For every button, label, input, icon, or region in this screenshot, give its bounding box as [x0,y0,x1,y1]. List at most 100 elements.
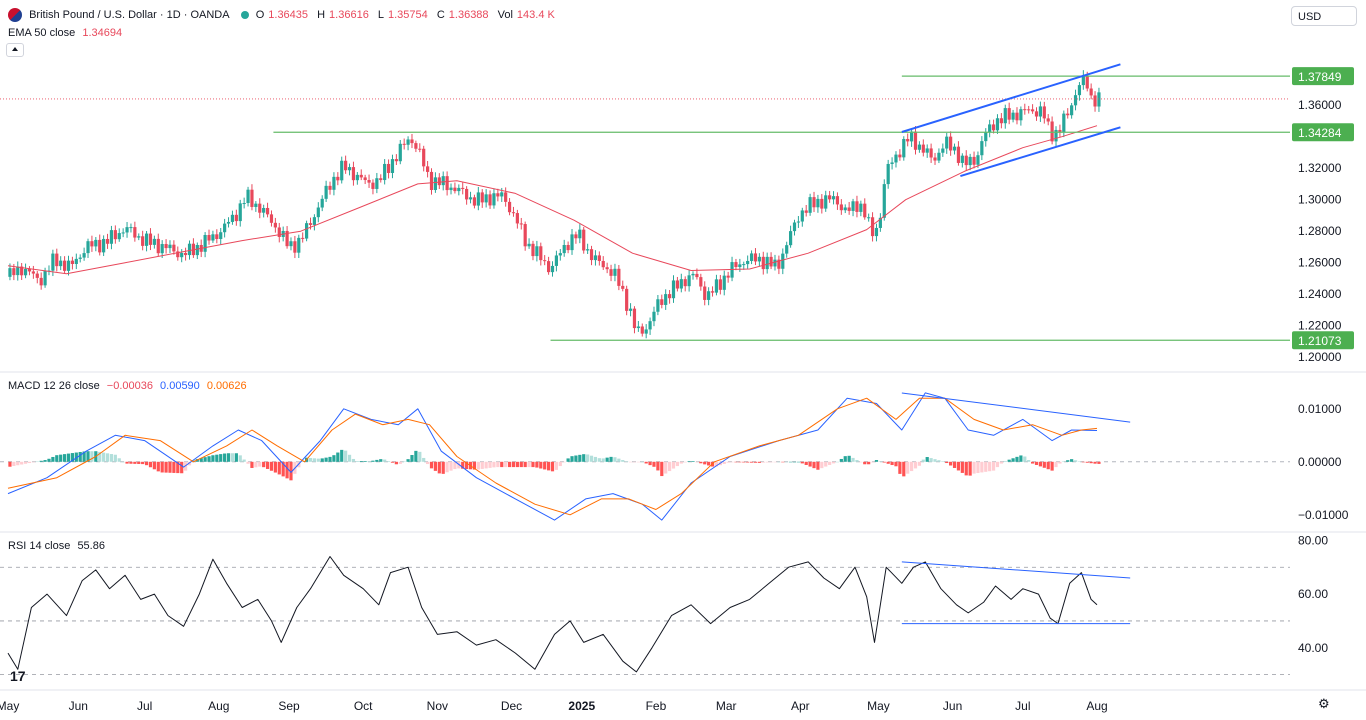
candle-up [23,268,28,276]
price-tick-label: 1.36000 [1298,98,1342,112]
candle-up [882,184,886,218]
candle-down [105,238,110,244]
macd-histogram-bar [726,461,730,463]
candle-up [449,187,453,191]
macd-histogram-bar [340,449,344,462]
candle-down [933,157,937,161]
candle-down [828,195,832,200]
candle-up [535,246,539,257]
macd-histogram-bar [12,461,16,466]
symbol-title[interactable]: British Pound / U.S. Dollar · 1D · OANDA [29,8,230,21]
tradingview-logo-icon[interactable]: 17 [10,668,26,684]
macd-histogram-bar [215,454,219,462]
time-tick-label: Aug [208,699,229,713]
gbp-usd-flag-icon [8,8,22,22]
ema-legend[interactable]: EMA 50 close 1.34694 [8,27,126,39]
macd-histogram-bar [999,461,1003,464]
candle-down [906,138,910,142]
macd-histogram-bar [749,461,754,463]
macd-histogram-bar [180,461,184,474]
candle-up [137,236,141,238]
macd-histogram-bar [527,461,531,468]
macd-histogram-bar [1027,460,1031,462]
macd-histogram-bar [675,461,680,467]
candle-up [332,176,336,190]
candle-down [172,244,176,252]
macd-histogram-bar [550,461,555,472]
candle-up [1081,75,1085,86]
macd-histogram-bar [207,456,211,462]
macd-histogram-bar [617,458,621,462]
macd-signal-line [7,397,1098,516]
macd-histogram-bar [379,459,383,462]
candle-up [312,217,317,225]
candle-up [988,124,992,133]
macd-histogram-bar [605,457,609,462]
macd-histogram-bar [191,460,196,462]
candle-down [344,160,348,171]
macd-histogram-bar [1007,459,1011,462]
candle-down [964,155,968,166]
candle-down [507,201,512,213]
candle-down [972,156,976,165]
collapse-legend-button[interactable] [6,43,24,57]
candle-down [379,178,383,181]
channel-trendline [901,63,1121,133]
candle-up [433,177,438,191]
candle-down [20,266,24,276]
macd-histogram-bar [418,451,422,462]
time-tick-label: Mar [716,699,737,713]
macd-histogram-bar [492,461,496,468]
ema50-line [7,125,1098,275]
macd-histogram-bar [82,451,86,462]
macd-histogram-bar [301,460,305,462]
macd-histogram-bar [78,451,82,462]
macd-histogram-bar [586,454,590,462]
candle-up [691,273,695,276]
macd-histogram-bar [344,450,348,462]
gear-icon[interactable]: ⚙ [1318,696,1330,711]
macd-histogram-bar [160,461,164,473]
rsi-legend[interactable]: RSI 14 close 55.86 [8,540,109,552]
candle-down [617,268,621,286]
candle-up [152,238,156,245]
time-tick-label: Aug [1086,699,1107,713]
macd-histogram-bar [1066,460,1070,462]
macd-legend[interactable]: MACD 12 26 close −0.00036 0.00590 0.0062… [8,380,251,392]
macd-histogram-bar [211,455,215,462]
candle-up [316,207,320,218]
candle-up [570,234,574,251]
candle-up [874,227,879,237]
candle-down [1050,121,1054,142]
macd-histogram-bar [847,455,851,462]
macd-histogram-bar [578,454,582,462]
time-tick-label: Dec [501,699,522,713]
macd-histogram-bar [398,461,402,464]
macd-histogram-bar [254,461,258,468]
macd-histogram-bar [956,461,961,471]
candle-down [31,271,35,274]
candle-up [593,255,598,261]
candle-down [605,267,609,270]
candle-down [336,176,340,181]
candle-up [742,264,746,266]
candle-up [78,257,82,259]
macd-histogram-bar [363,461,367,462]
currency-select[interactable]: USD [1291,6,1357,26]
macd-histogram-bar [734,461,738,463]
macd-histogram-bar [667,461,672,472]
macd-histogram-bar [539,461,543,469]
macd-tick-label: −0.01000 [1298,508,1349,522]
candle-down [703,286,707,300]
candle-down [999,118,1003,124]
candle-up [562,244,566,254]
candle-up [476,192,480,206]
time-tick-label: Nov [427,699,448,713]
macd-histogram-bar [921,459,925,462]
candle-down [769,256,773,267]
candle-down [113,230,117,240]
candle-down [133,227,137,238]
candle-up [262,207,266,213]
macd-histogram-bar [289,461,293,481]
